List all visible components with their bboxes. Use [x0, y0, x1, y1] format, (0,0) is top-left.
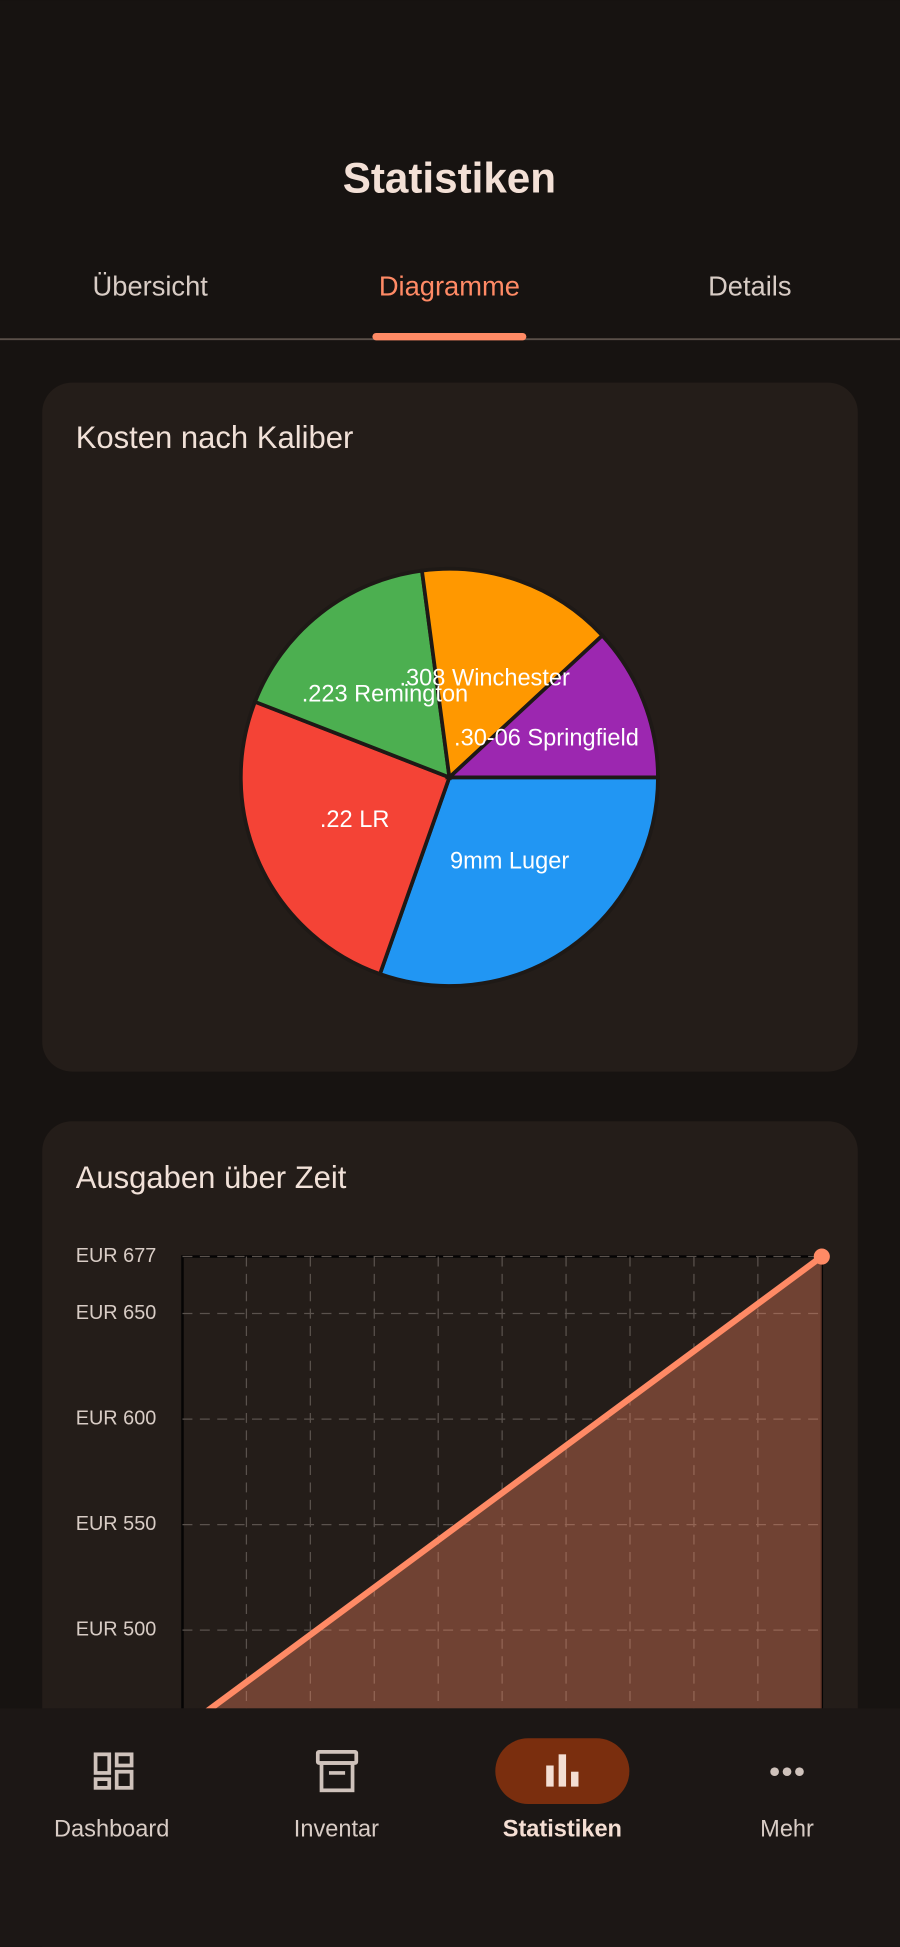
pie-slice [419, 566, 605, 782]
point [813, 1248, 830, 1265]
bottom-nav: Dashboard Inventar Statistiken Mehr [0, 1708, 900, 1947]
nav-label-active[interactable]: Statistiken [503, 1815, 622, 1841]
slice-label: .22 LR [320, 806, 389, 832]
y-tick-label: EUR 550 [76, 1513, 157, 1535]
pie-chart: 9mm Luger .22 LR .223 Remington.308 Winche… [239, 566, 660, 988]
nav-label[interactable]: Inventar [294, 1815, 379, 1841]
pie-slice [252, 568, 452, 781]
line [205, 1254, 824, 1709]
nav-label[interactable]: Mehr [760, 1815, 814, 1841]
y-tick-label: EUR 500 [76, 1618, 157, 1640]
y-tick-label: EUR 650 [76, 1302, 157, 1324]
pie-slice [377, 775, 660, 988]
y-tick-label: EUR 677 [76, 1245, 157, 1267]
tab-active[interactable]: Diagramme [379, 270, 520, 301]
tab-bar: Übersicht Diagramme Details [0, 270, 900, 341]
tab[interactable]: Übersicht [93, 270, 209, 301]
card-title: Ausgaben über Zeit [76, 1160, 347, 1195]
nav-icon-dashboard [93, 1752, 134, 1790]
pie-slice [239, 699, 452, 977]
line-chart: EUR 677 EUR 650 EUR 600 EUR 550 EUR 500 [76, 1245, 830, 1709]
slice-label: .223 Remington [302, 681, 468, 707]
page-title: Statistiken [343, 155, 556, 202]
slice-label: .30-06 Springfield [454, 725, 639, 751]
nav-icon-inventar [315, 1749, 359, 1793]
card-title: Kosten nach Kaliber [76, 420, 354, 455]
tab[interactable]: Details [708, 270, 791, 301]
nav-icon-statistiken [546, 1754, 579, 1787]
nav-label[interactable]: Dashboard [54, 1815, 169, 1841]
tab-indicator [372, 332, 527, 341]
slice-label: .308 Winchester [400, 664, 571, 690]
slice-label: 9mm Luger [450, 848, 569, 874]
pie-slice [444, 632, 660, 780]
nav-icon-mehr [770, 1767, 804, 1777]
plot: EUR 677 EUR 650 EUR 600 EUR 550 EUR 500 [76, 1245, 830, 1709]
y-tick-label: EUR 600 [76, 1407, 157, 1429]
nav-background [0, 1708, 900, 1947]
